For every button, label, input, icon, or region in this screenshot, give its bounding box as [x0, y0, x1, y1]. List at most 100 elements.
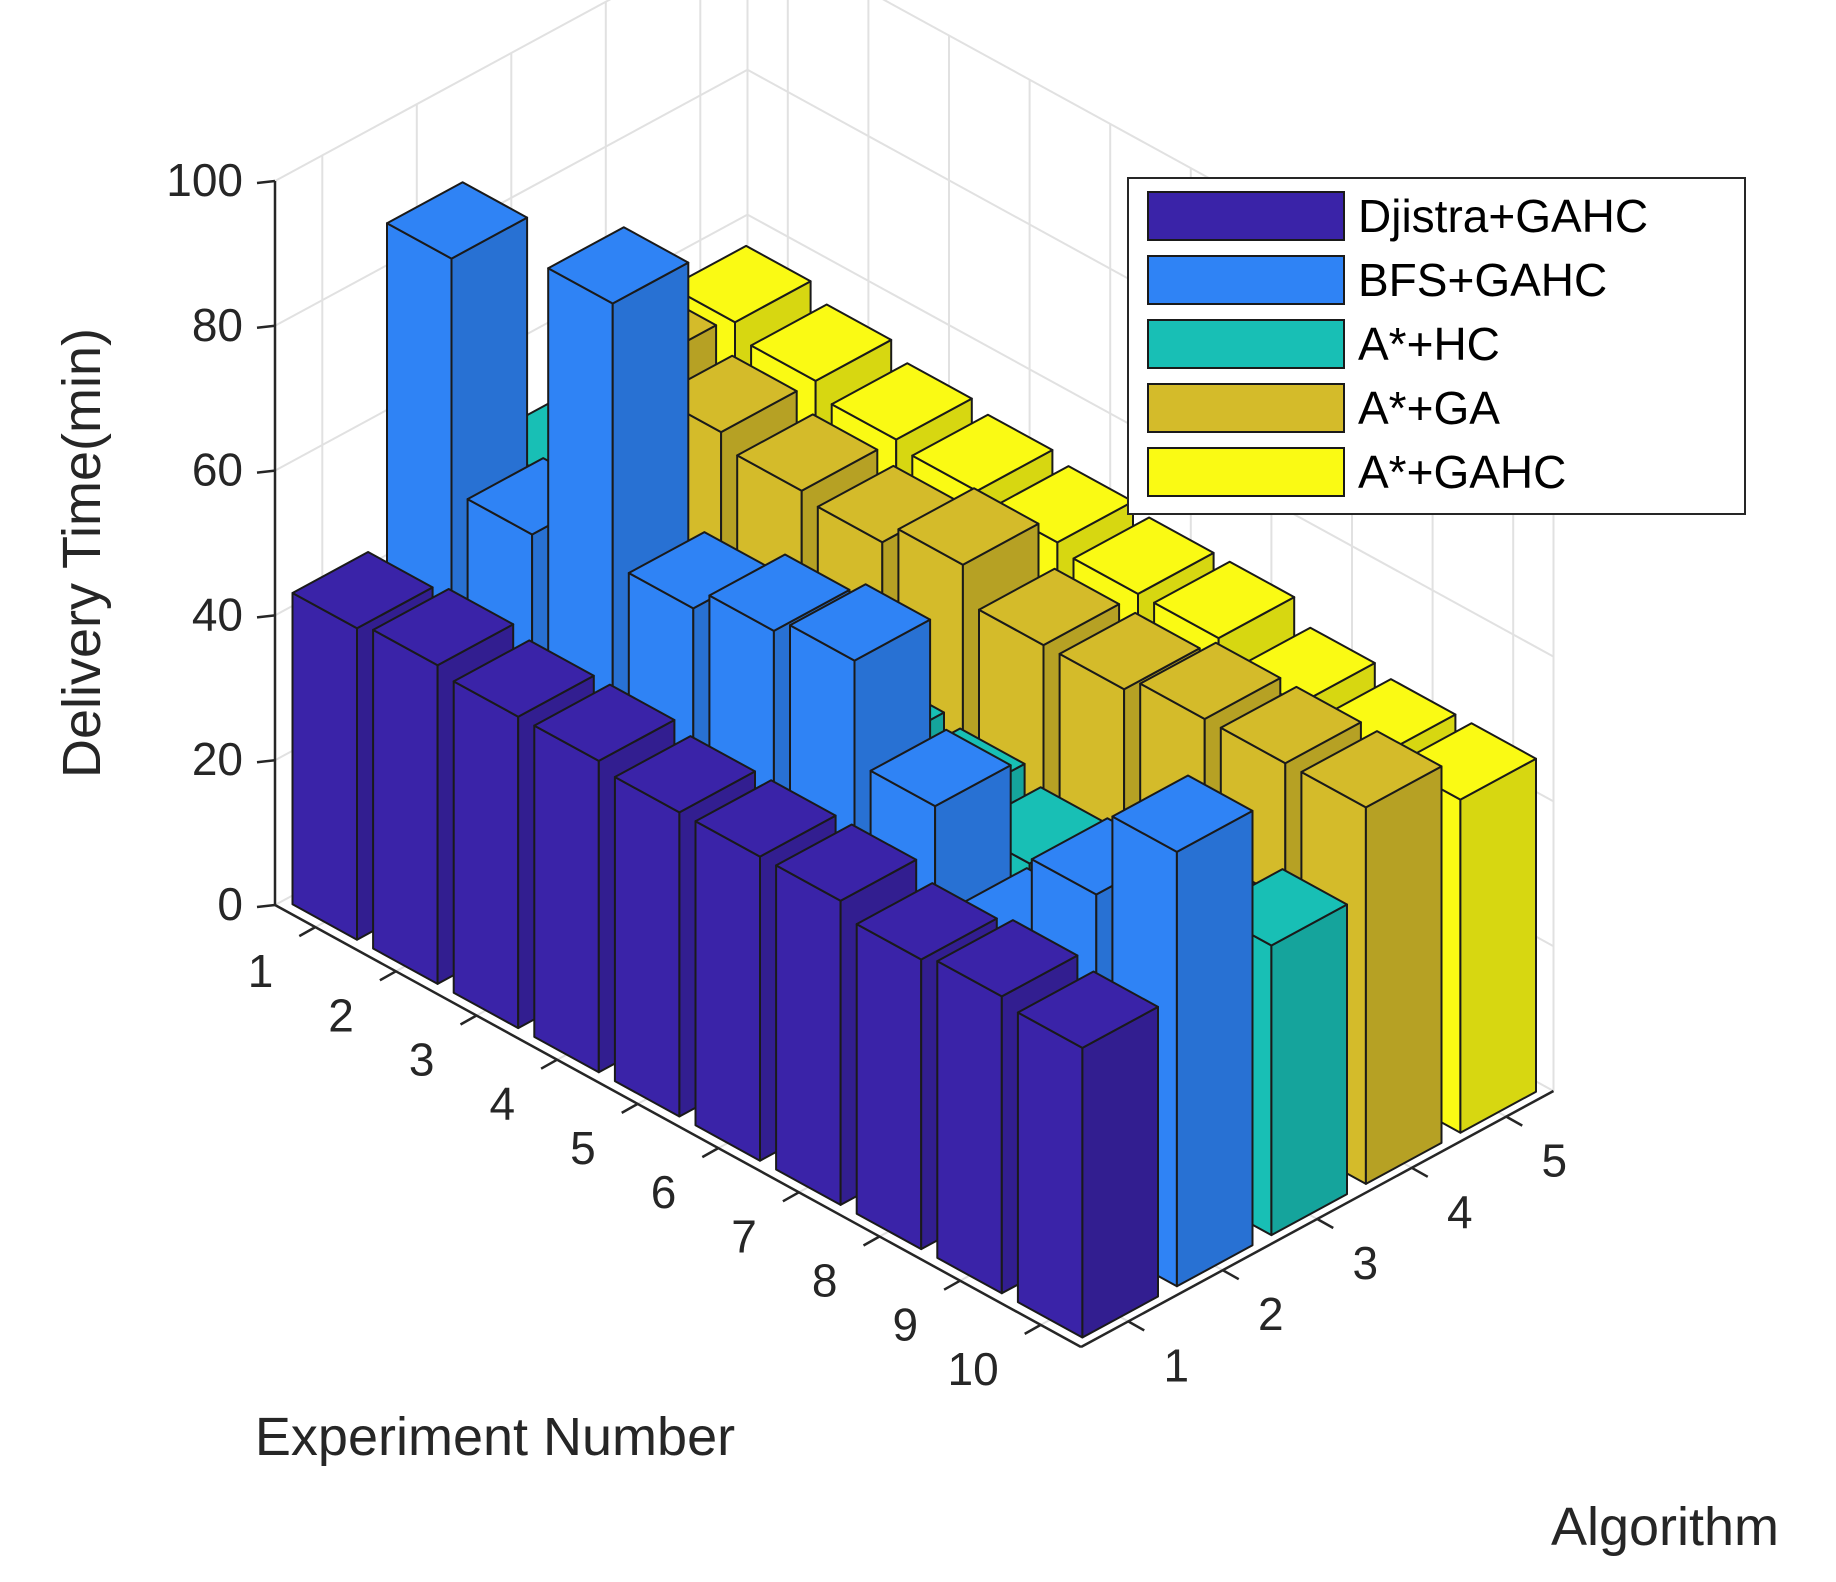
bar-front-face — [613, 776, 681, 1118]
x-tick-label: 2 — [328, 989, 354, 1041]
x-tick-mark — [459, 1014, 478, 1026]
z-tick-mark — [256, 903, 276, 909]
z-tick-label: 60 — [192, 444, 243, 496]
z-tick-mark — [256, 324, 276, 330]
bar-top-face — [855, 882, 998, 961]
y-tick-label: 1 — [1163, 1339, 1189, 1391]
x-tick-label: 4 — [490, 1078, 516, 1130]
x-tick-mark — [943, 1279, 961, 1291]
z-tick-label: 0 — [217, 878, 243, 930]
ticks-layer: 0 20 40 60 80 100 1 2 3 4 5 6 7 8 9 10 1 2 3 4 5 — [166, 154, 1567, 1395]
bar-top-face — [1219, 685, 1362, 765]
bar-top-face — [386, 181, 529, 260]
bar-front-face — [452, 680, 520, 1030]
x-tick-mark — [701, 1147, 719, 1159]
z-tick-mark — [256, 614, 276, 619]
legend: Djistra+GAHC BFS+GAHC A*+HC A*+GA A*+GAHC — [1127, 177, 1746, 515]
y-tick-mark — [1316, 1217, 1334, 1230]
bar-top-face — [452, 639, 595, 718]
bar-top-face — [869, 728, 1012, 808]
bar-top-face — [655, 354, 798, 434]
y-tick-label: 5 — [1541, 1135, 1567, 1187]
x-tick-label: 5 — [570, 1122, 596, 1174]
x-tick-mark — [862, 1235, 881, 1247]
legend-swatch-5 — [1147, 447, 1345, 497]
bar-top-face — [533, 683, 676, 762]
y-tick-mark — [1505, 1115, 1523, 1127]
legend-swatch-3 — [1147, 319, 1345, 369]
bar-side-face — [1364, 765, 1443, 1185]
bar-top-face — [1072, 516, 1215, 595]
x-tick-label: 9 — [893, 1299, 919, 1351]
bar-top-face — [1153, 560, 1296, 640]
bar-top-face — [1058, 611, 1201, 691]
bar-front-face — [291, 592, 358, 941]
z-tick-label: 20 — [192, 733, 243, 785]
bar-front-face — [855, 923, 923, 1251]
legend-swatch-4 — [1147, 383, 1345, 433]
legend-swatch-1 — [1147, 191, 1345, 241]
x-tick-mark — [379, 970, 397, 982]
bar-top-face — [750, 303, 893, 382]
bar-djistra-gahc-exp-10 — [1016, 970, 1159, 1339]
x-tick-mark — [1024, 1323, 1042, 1335]
legend-label-4: A*+GA — [1358, 382, 1500, 434]
x-tick-label: 8 — [812, 1255, 838, 1307]
y-axis-title: Algorithm — [1551, 1497, 1779, 1557]
bar-front-face — [533, 724, 600, 1074]
bar-top-face — [1016, 970, 1159, 1049]
z-tick-mark — [256, 469, 276, 474]
bar-front-face — [936, 960, 1003, 1295]
z-tick-mark — [256, 758, 276, 764]
x-tick-mark — [782, 1191, 800, 1203]
x-tick-label: 7 — [731, 1210, 757, 1262]
x-tick-mark — [540, 1058, 558, 1070]
bar-top-face — [978, 567, 1121, 647]
z-tick-label: 40 — [192, 588, 243, 640]
legend-label-5: A*+GAHC — [1358, 446, 1566, 498]
x-axis-title: Experiment Number — [255, 1407, 735, 1467]
legend-label-3: A*+HC — [1358, 318, 1500, 370]
z-tick-label: 80 — [192, 299, 243, 351]
bar-top-face — [936, 919, 1079, 998]
y-tick-label: 3 — [1352, 1237, 1378, 1289]
x-tick-mark — [621, 1102, 639, 1114]
y-tick-label: 2 — [1258, 1288, 1284, 1340]
bar-top-face — [1139, 641, 1282, 720]
bar-top-face — [911, 413, 1054, 492]
bar-top-face — [372, 588, 515, 667]
bar-top-face — [708, 553, 851, 632]
y-tick-label: 4 — [1447, 1186, 1473, 1238]
bar-top-face — [830, 362, 973, 441]
legend-label-1: Djistra+GAHC — [1358, 190, 1648, 242]
z-tick-label: 100 — [166, 154, 243, 206]
x-tick-label: 6 — [651, 1166, 677, 1218]
x-tick-label: 10 — [948, 1343, 999, 1395]
x-tick-mark — [298, 926, 316, 938]
x-tick-label: 3 — [409, 1034, 435, 1086]
legend-label-2: BFS+GAHC — [1358, 254, 1607, 306]
z-tick-mark — [256, 179, 276, 185]
bar-top-face — [789, 583, 932, 662]
bar-front-face — [1016, 1011, 1084, 1339]
bars-layer — [291, 181, 1537, 1339]
bar-top-face — [291, 551, 434, 630]
bar-top-face — [694, 779, 837, 858]
x-axis-line — [274, 903, 1082, 1349]
y-tick-mark — [1222, 1269, 1240, 1281]
bar-side-face — [1270, 903, 1348, 1237]
bar-top-face — [547, 226, 690, 305]
bar-top-face — [1300, 730, 1443, 809]
bar-front-face — [694, 820, 761, 1162]
y-tick-mark — [1411, 1166, 1429, 1178]
bar-front-face — [372, 628, 439, 985]
bar-side-face — [1081, 1005, 1159, 1339]
bar-top-face — [736, 413, 879, 492]
bar-top-face — [1111, 774, 1254, 853]
bar-side-face — [1459, 757, 1537, 1134]
x-tick-label: 1 — [248, 945, 274, 997]
legend-swatch-2 — [1147, 255, 1345, 305]
z-axis-title: Delivery Time(min) — [52, 328, 112, 778]
